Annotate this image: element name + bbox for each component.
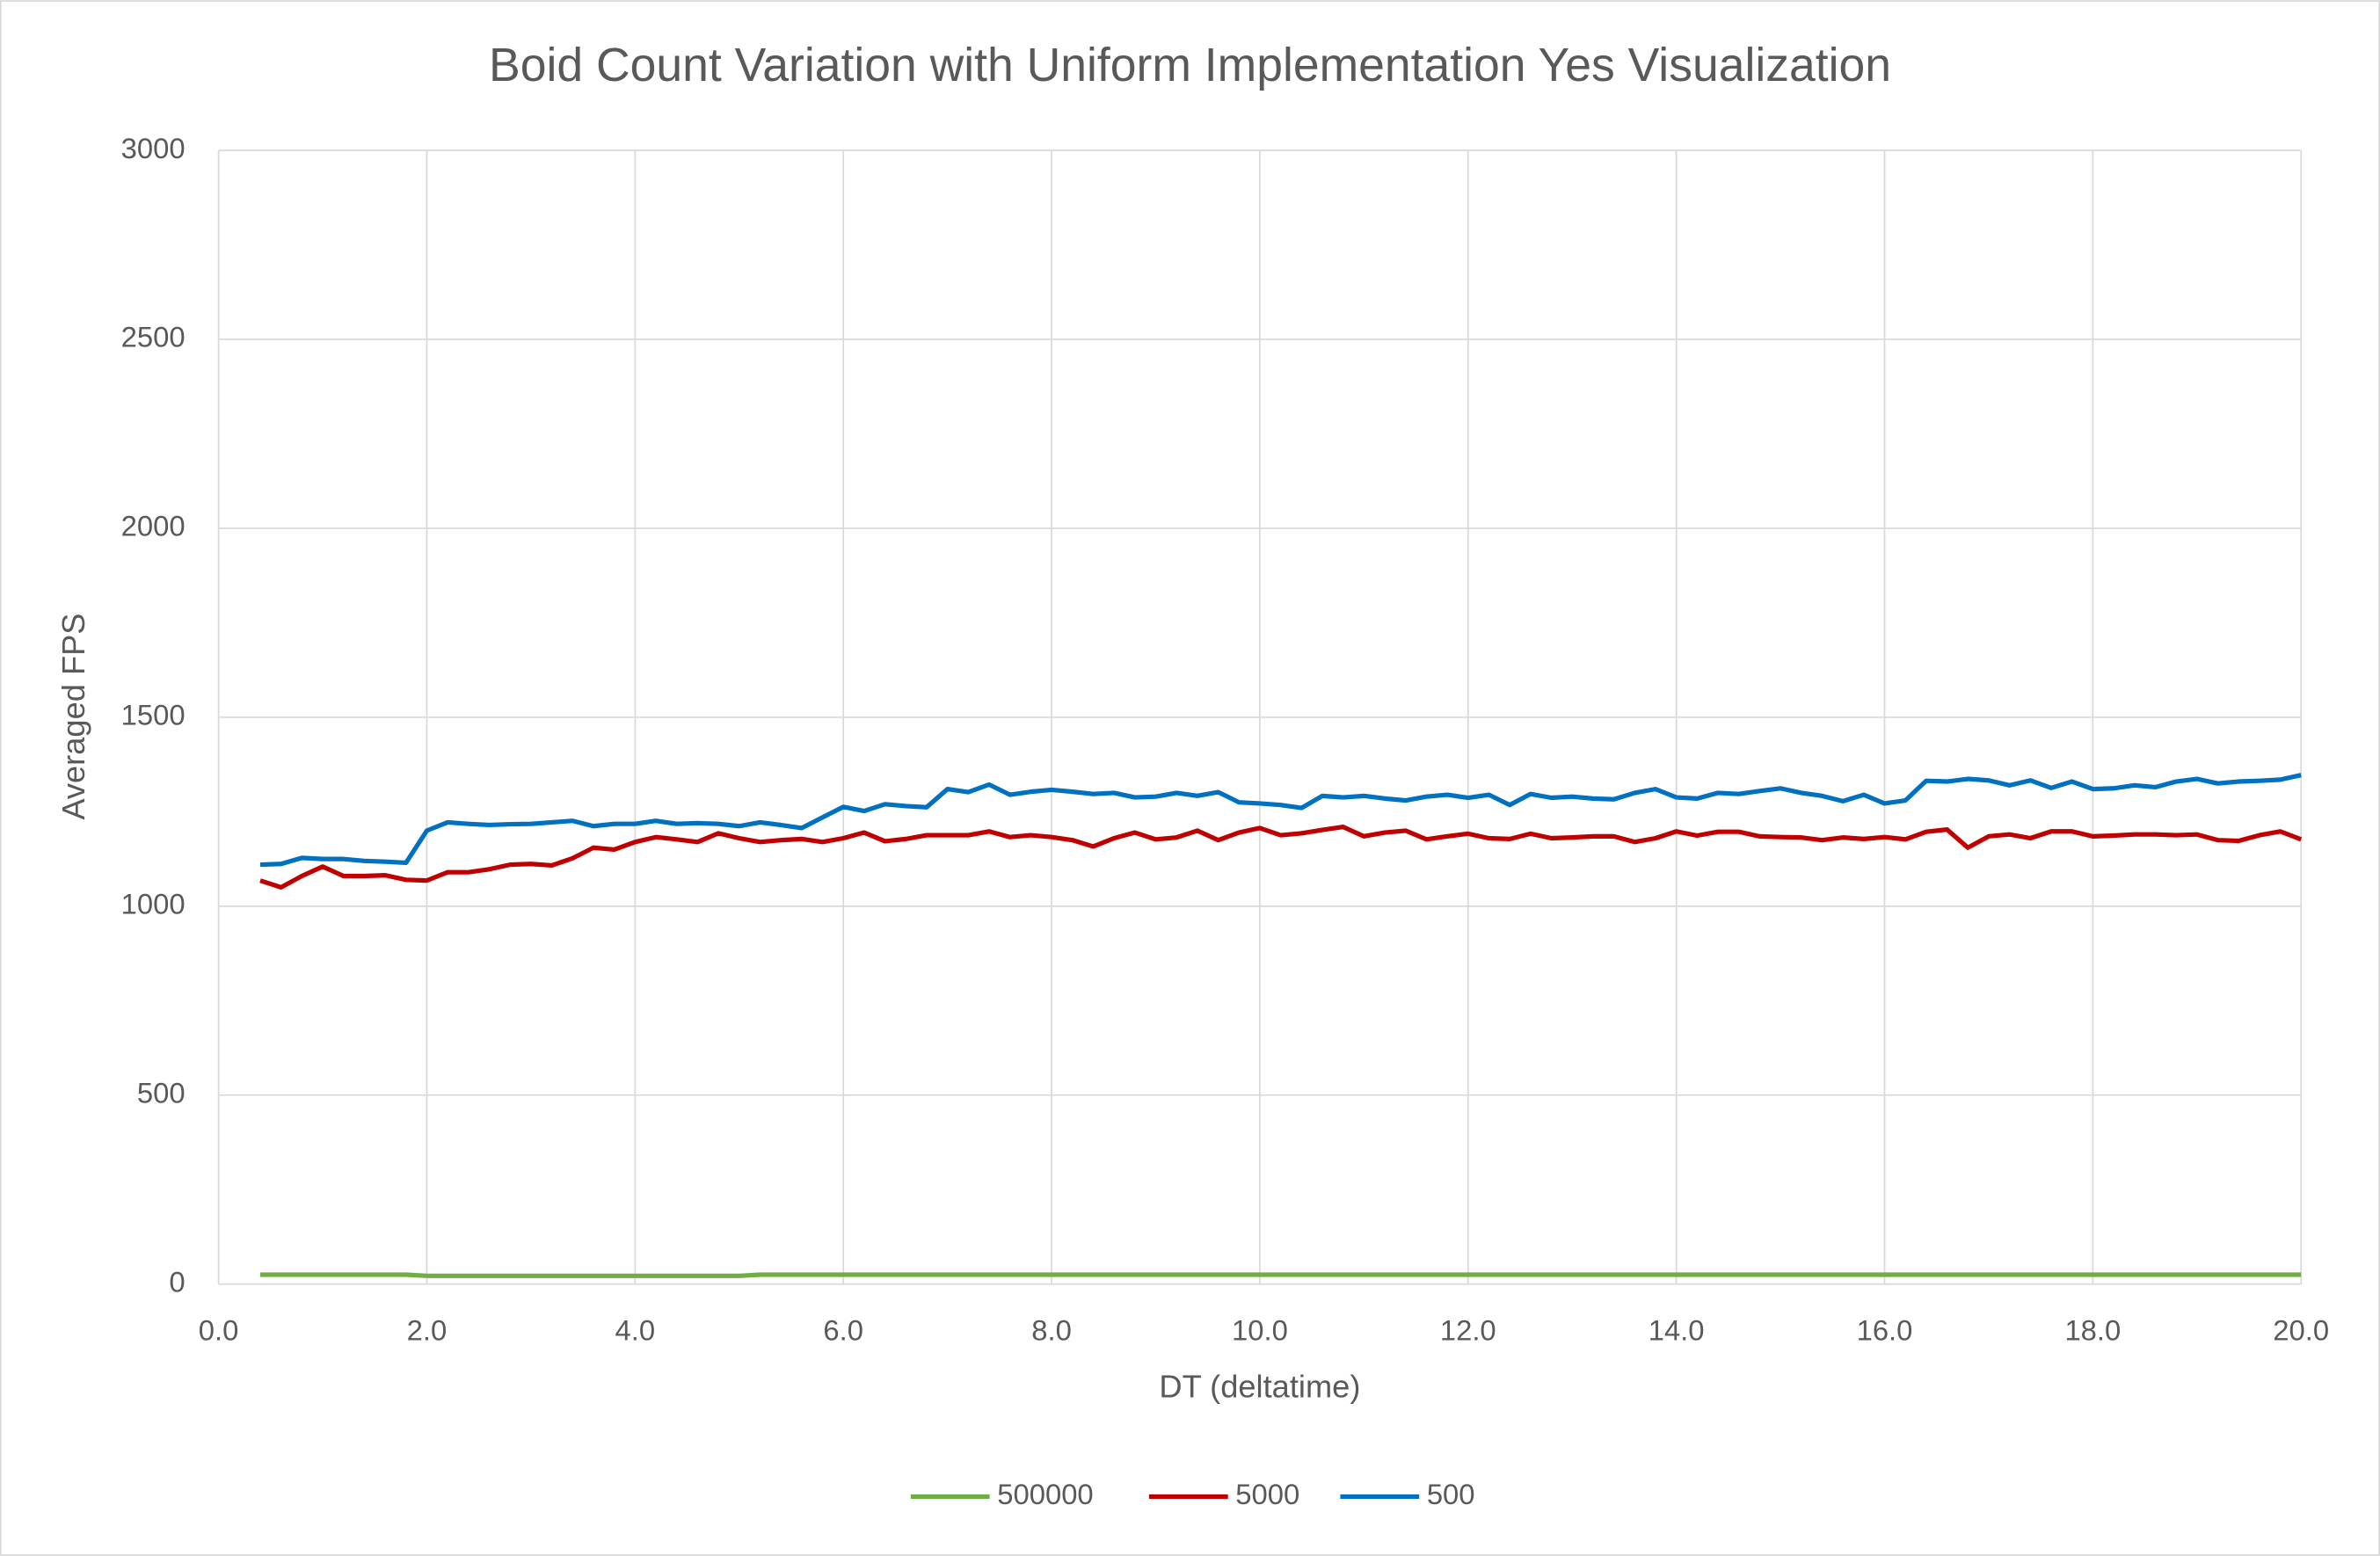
x-tick-label: 8.0 <box>1031 1314 1072 1347</box>
x-tick-label: 20.0 <box>2273 1314 2329 1347</box>
y-tick-label: 2000 <box>121 510 186 542</box>
x-tick-label: 2.0 <box>407 1314 448 1347</box>
x-tick-label: 12.0 <box>1440 1314 1496 1347</box>
y-tick-label: 500 <box>137 1076 186 1109</box>
legend-label: 500000 <box>997 1478 1093 1510</box>
y-tick-label: 2500 <box>121 321 186 353</box>
y-tick-label: 1000 <box>121 888 186 920</box>
x-tick-label: 4.0 <box>615 1314 656 1347</box>
series-line <box>259 825 2303 890</box>
y-tick-label: 1500 <box>121 699 186 731</box>
legend-label: 500 <box>1427 1478 1475 1510</box>
y-tick-label: 3000 <box>121 132 186 164</box>
y-axis-title: Averaged FPS <box>55 614 91 820</box>
legend-label: 5000 <box>1235 1478 1299 1510</box>
y-tick-label: 0 <box>169 1265 185 1298</box>
x-axis-title: DT (deltatime) <box>1159 1368 1360 1404</box>
series-line <box>259 773 2302 868</box>
chart-title: Boid Count Variation with Uniform Implem… <box>489 40 1891 91</box>
x-tick-label: 14.0 <box>1649 1314 1705 1347</box>
x-tick-label: 18.0 <box>2064 1314 2121 1347</box>
x-tick-label: 16.0 <box>1857 1314 1913 1347</box>
series-line <box>259 1272 2302 1278</box>
x-tick-label: 0.0 <box>199 1314 239 1347</box>
x-tick-label: 6.0 <box>823 1314 863 1347</box>
x-tick-label: 10.0 <box>1232 1314 1288 1347</box>
